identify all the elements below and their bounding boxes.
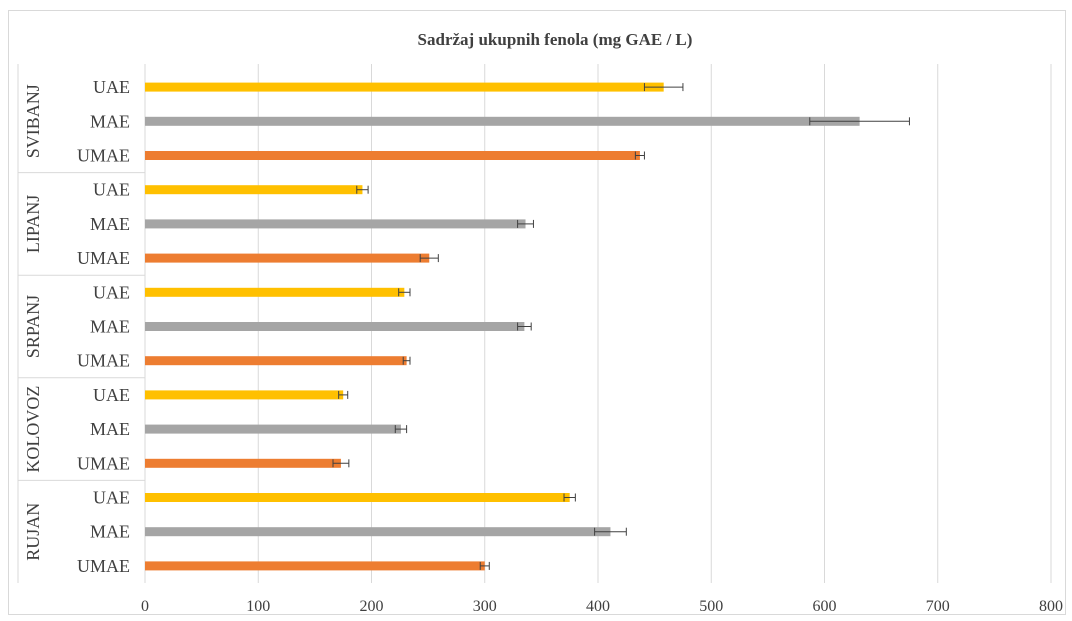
bar-uae (145, 185, 363, 195)
error-bar (419, 254, 439, 263)
category-label: MAE (90, 522, 130, 542)
chart-title: Sadržaj ukupnih fenola (mg GAE / L) (418, 30, 693, 49)
bar-umae (145, 356, 407, 366)
error-bar (356, 185, 369, 194)
bar-umae (145, 253, 430, 263)
error-bar (338, 390, 349, 399)
bar-mae (145, 424, 401, 434)
category-label: MAE (90, 419, 130, 439)
bar-mae (145, 527, 611, 537)
x-tick-label: 0 (141, 598, 149, 615)
x-tick-label: 600 (813, 598, 837, 615)
group-label: SRPANJ (23, 295, 43, 358)
bar-uae (145, 287, 405, 297)
category-label: UMAE (77, 146, 130, 166)
group-label: SVIBANJ (23, 84, 43, 158)
bar-uae (145, 82, 664, 92)
bar-umae (145, 561, 485, 571)
category-label: UAE (93, 77, 130, 97)
x-tick-label: 300 (473, 598, 497, 615)
error-bar (809, 117, 910, 126)
group-label: LIPANJ (23, 195, 43, 253)
group-label: KOLOVOZ (23, 386, 43, 473)
error-bar (594, 527, 627, 536)
error-bar (394, 425, 408, 434)
category-labels: UAE MAE UMAE UAE MAE UMAE UAE MAE UMAE UAE MAE UMAE… (77, 77, 130, 576)
bar-mae (145, 116, 860, 126)
error-bar (402, 356, 411, 365)
error-bar (479, 561, 490, 570)
category-label: UMAE (77, 351, 130, 371)
x-tick-label: 800 (1039, 598, 1063, 615)
error-bar (398, 288, 411, 297)
x-axis-ticks: 0 100 200 300 400 500 600 700 800 (141, 598, 1063, 615)
x-tick-label: 100 (246, 598, 270, 615)
category-label: MAE (90, 317, 130, 337)
category-label: UAE (93, 488, 130, 508)
category-label: UMAE (77, 556, 130, 576)
category-label: UMAE (77, 453, 130, 473)
category-label: UAE (93, 385, 130, 405)
group-label: RUJAN (23, 503, 43, 561)
bar-uae (145, 493, 570, 502)
bars (145, 82, 860, 571)
x-tick-label: 500 (699, 598, 723, 615)
x-tick-label: 200 (360, 598, 384, 615)
error-bar (634, 151, 645, 160)
category-label: UMAE (77, 248, 130, 268)
error-bar (563, 493, 576, 502)
error-bar (643, 83, 684, 92)
error-bar (332, 459, 350, 468)
error-bars (332, 83, 910, 570)
bar-uae (145, 390, 344, 400)
category-label: UAE (93, 180, 130, 200)
x-tick-label: 400 (586, 598, 610, 615)
error-bar (517, 322, 532, 331)
category-label: UAE (93, 282, 130, 302)
bar-umae (145, 151, 640, 160)
group-labels: SVIBANJ LIPANJ SRPANJ KOLOVOZ RUJAN (23, 84, 43, 560)
error-bar (517, 219, 534, 228)
x-tick-label: 700 (926, 598, 950, 615)
bar-mae (145, 219, 526, 229)
category-label: MAE (90, 214, 130, 234)
category-label: MAE (90, 111, 130, 131)
chart-frame (8, 10, 1066, 615)
bar-umae (145, 458, 341, 468)
bar-mae (145, 322, 525, 331)
